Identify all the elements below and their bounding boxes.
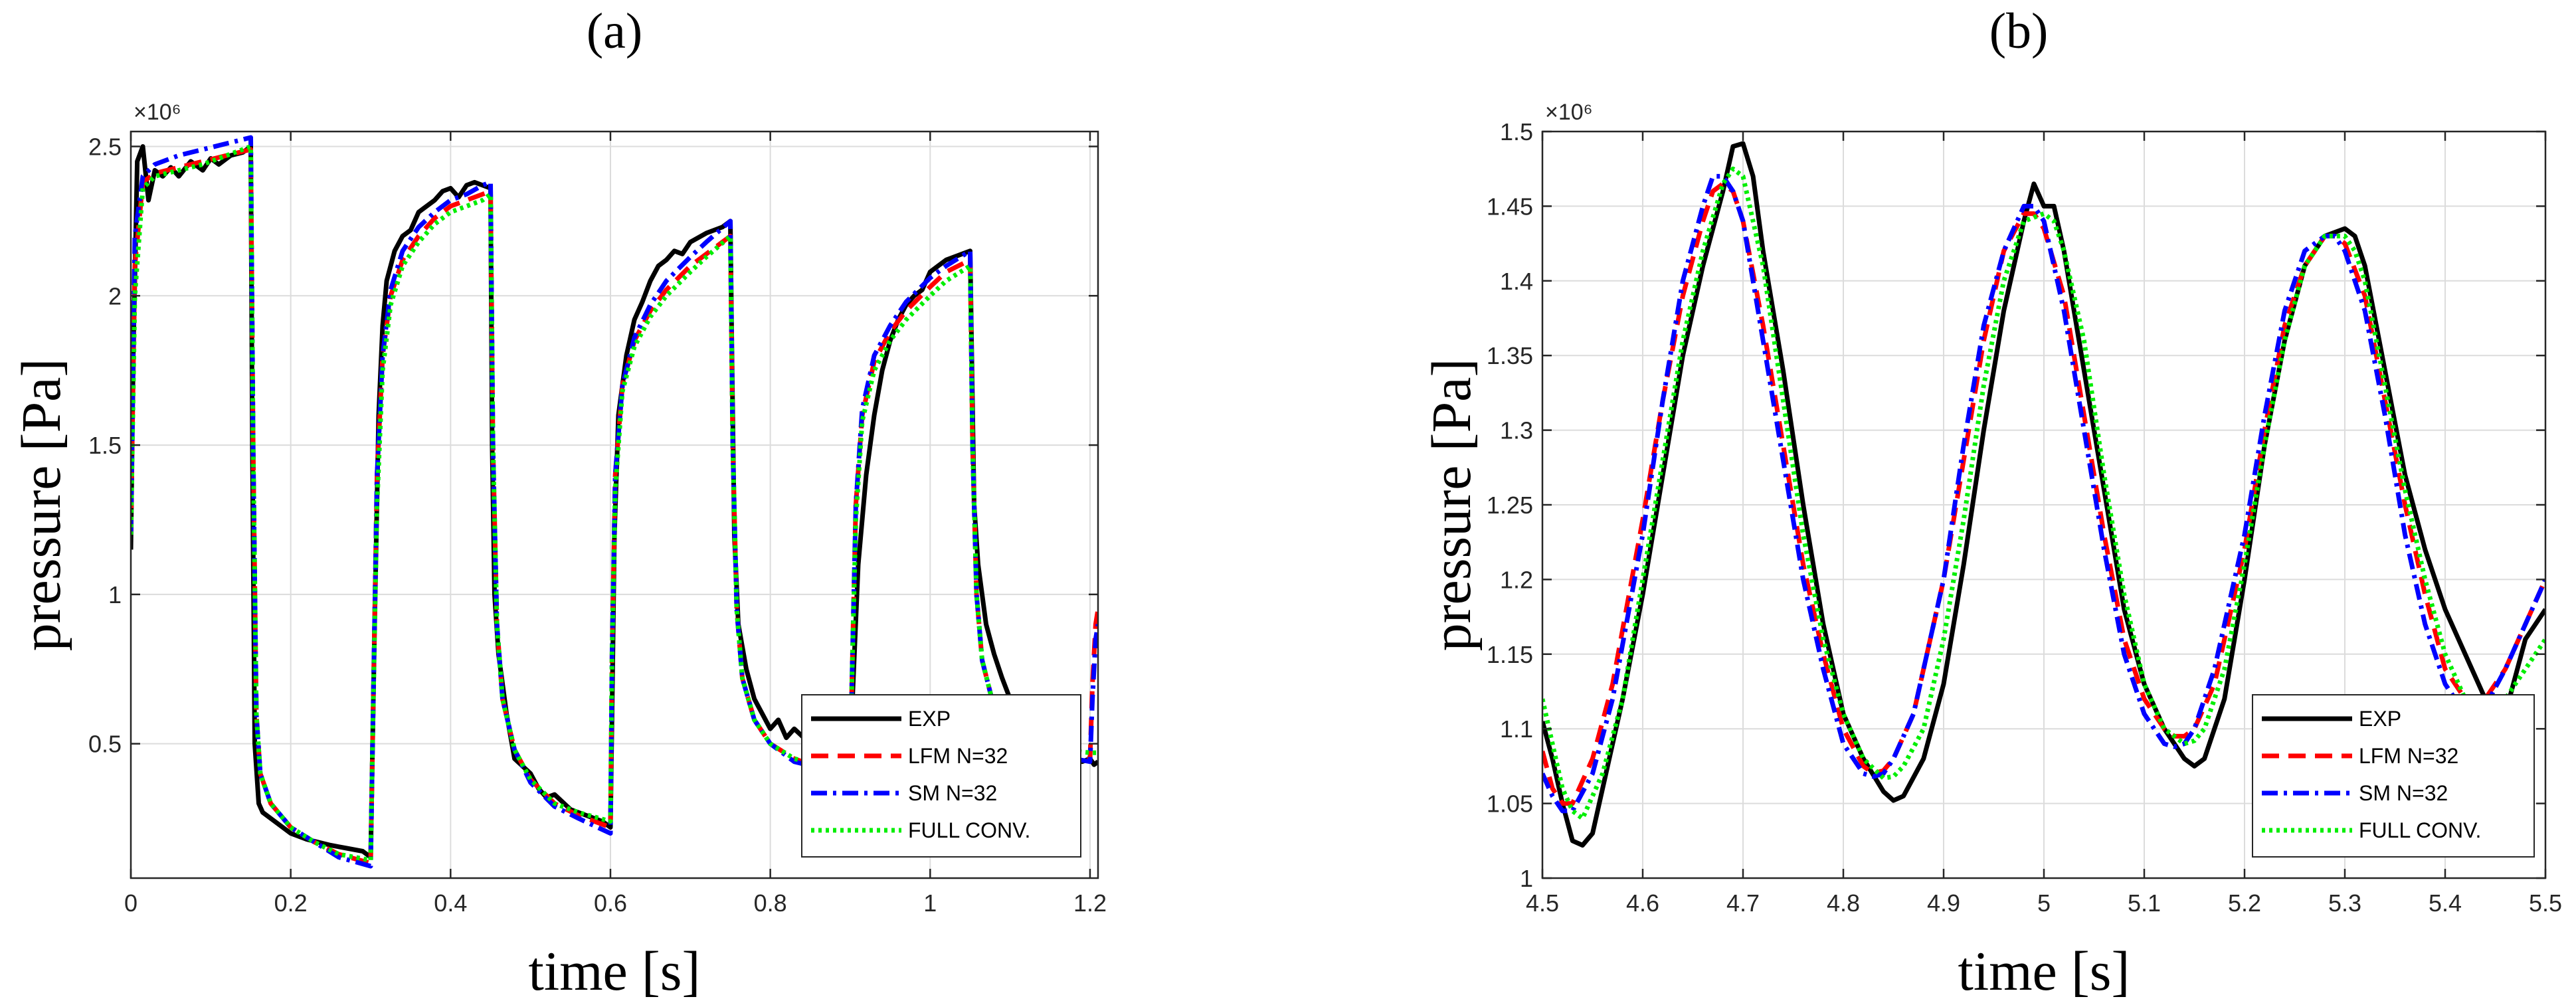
chart-panel-b: 4.5 4.6 4.7 4.8 4.9 5 5.1 5.2 5.3 5.4 5.5 1 1.05 1.1 1… (1421, 3, 2562, 1002)
x-tick-label: 5.3 (2328, 889, 2361, 917)
x-tick-label: 1.2 (1073, 889, 1107, 917)
series-line-lfm-n-32 (1542, 181, 2545, 806)
y-tick-label: 1.15 (1487, 641, 1533, 668)
y-axis-label: pressure [Pa] (11, 359, 72, 652)
series-group (131, 135, 1098, 869)
y-tick-label: 1 (1520, 865, 1533, 892)
x-tick-label: 0.6 (594, 889, 627, 917)
x-tick-label: 5 (2037, 889, 2051, 917)
x-tick-label: 4.7 (1726, 889, 1760, 917)
y-tick-label: 1.45 (1487, 193, 1533, 220)
x-tick-label: 5.1 (2128, 889, 2161, 917)
x-axis-label: time [s] (1958, 941, 2130, 1002)
panel-title: (b) (1989, 3, 2049, 59)
y-tick-label: 2 (108, 282, 122, 310)
x-tick-label: 0.2 (274, 889, 308, 917)
y-exponent-label: ×10⁶ (134, 100, 181, 125)
x-tick-label: 4.8 (1827, 889, 1860, 917)
x-tick-label: 1 (923, 889, 937, 917)
y-exponent-label: ×10⁶ (1545, 100, 1593, 125)
series-line-exp (1542, 141, 2545, 848)
legend: EXP LFM N=32 SM N=32 FULL CONV. (801, 694, 1081, 858)
y-tick-label: 1.1 (1500, 715, 1533, 743)
x-axis-label: time [s] (529, 941, 701, 1002)
y-tick-label: 1.25 (1487, 492, 1533, 519)
y-axis-label: pressure [Pa] (1421, 359, 1483, 652)
x-tick-label: 4.5 (1526, 889, 1559, 917)
y-tick-label: 1.5 (1500, 118, 1533, 145)
series-group (1542, 141, 2545, 848)
panel-title: (a) (587, 3, 642, 59)
legend-label: LFM N=32 (2359, 744, 2458, 768)
y-tick-label: 1.4 (1500, 268, 1533, 295)
y-tick-label: 1.5 (88, 432, 122, 459)
legend-label: FULL CONV. (2359, 818, 2481, 842)
legend-label: EXP (908, 707, 951, 731)
legend-label: EXP (2359, 707, 2401, 731)
y-tick-label: 0.5 (88, 731, 122, 758)
axes-box (130, 130, 1099, 879)
y-tick-label: 1.3 (1500, 417, 1533, 444)
series-line-sm-n-32 (1542, 173, 2545, 814)
y-tick-label: 2.5 (88, 133, 122, 160)
x-tick-label: 5.2 (2228, 889, 2261, 917)
legend-label: SM N=32 (2359, 781, 2448, 805)
y-tick-label: 1.2 (1500, 566, 1533, 593)
series-line-full-conv (1542, 166, 2545, 821)
y-tick-label: 1.05 (1487, 790, 1533, 818)
x-tick-label: 4.9 (1927, 889, 1960, 917)
x-tick-label: 4.6 (1626, 889, 1659, 917)
chart-panel-a: 0 0.2 0.4 0.6 0.8 1 1.2 0.5 1 1.5 2 2.5 ×10⁶ (a) time … (11, 3, 1107, 1002)
x-tick-label: 0 (124, 889, 138, 917)
x-tick-label: 5.4 (2429, 889, 2462, 917)
x-tick-label: 0.4 (434, 889, 467, 917)
legend-label: FULL CONV. (908, 818, 1030, 842)
legend-label: LFM N=32 (908, 744, 1008, 768)
x-tick-label: 5.5 (2529, 889, 2562, 917)
y-tick-label: 1.35 (1487, 342, 1533, 369)
x-tick-label: 0.8 (754, 889, 787, 917)
legend-label: SM N=32 (908, 781, 997, 805)
legend: EXP LFM N=32 SM N=32 FULL CONV. (2252, 694, 2535, 858)
y-tick-label: 1 (108, 581, 122, 608)
